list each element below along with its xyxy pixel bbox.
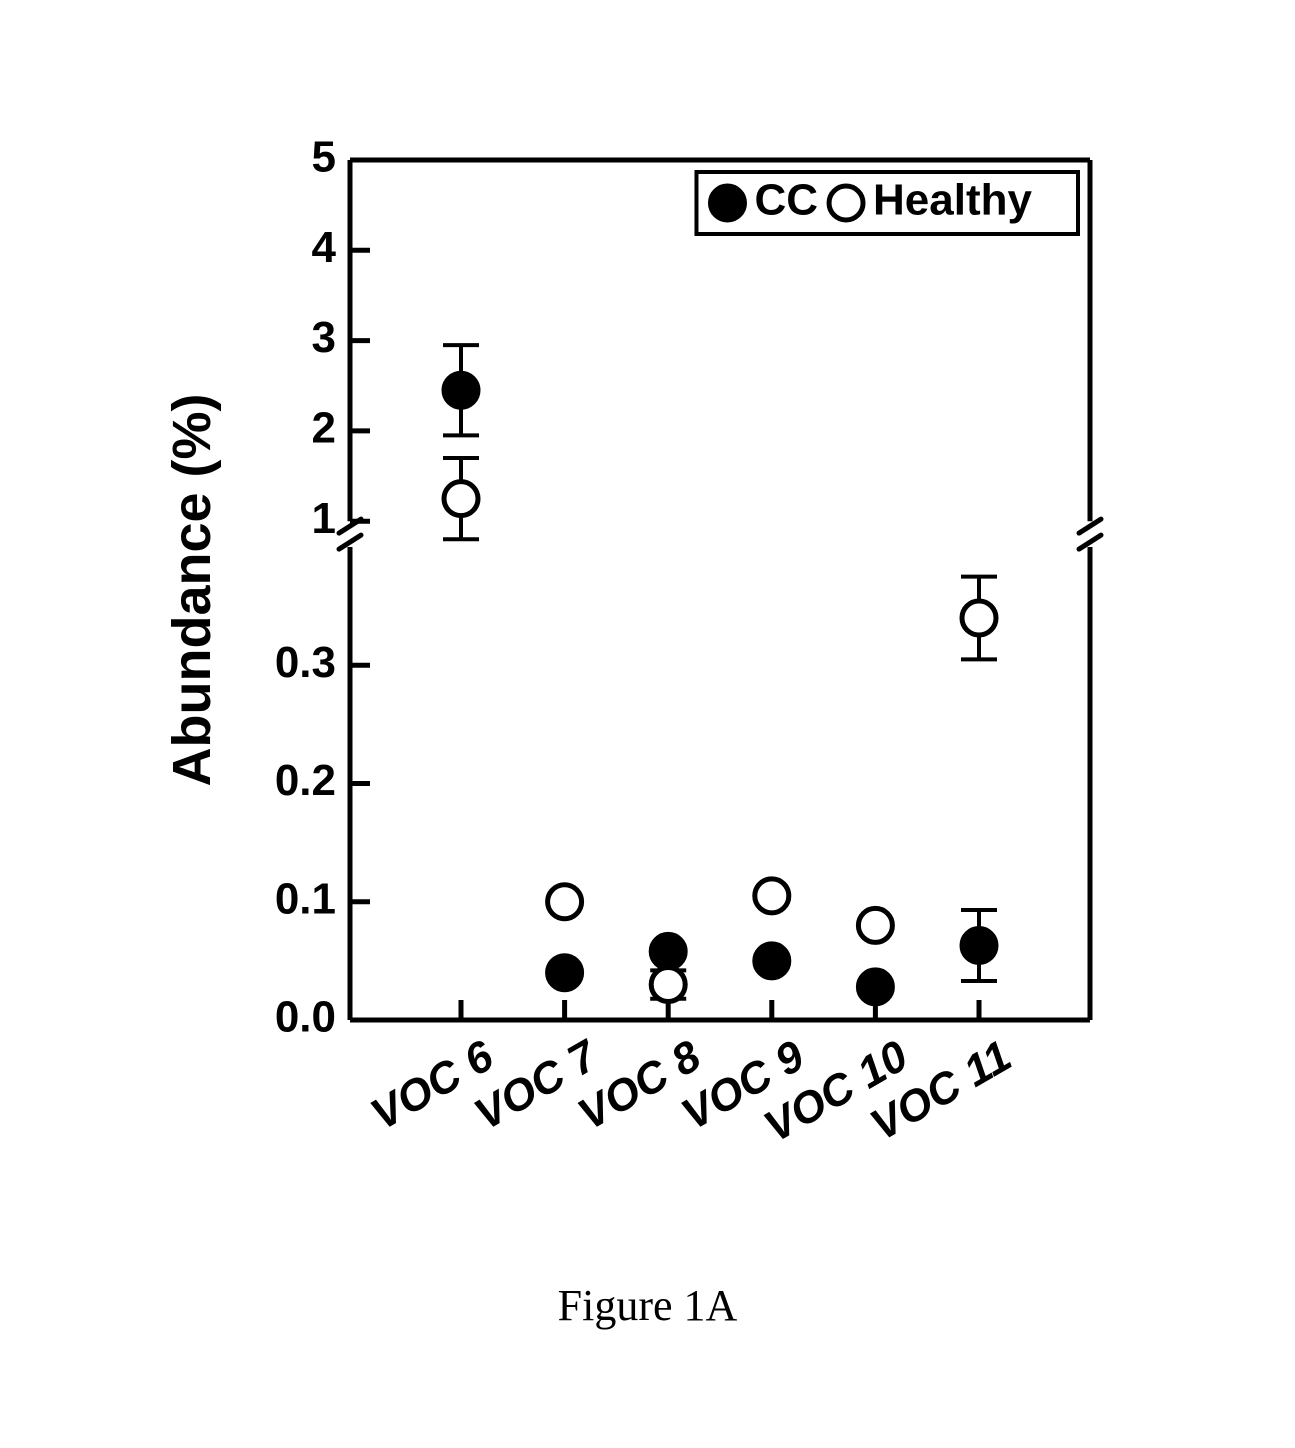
svg-text:0.3: 0.3 [275, 638, 336, 687]
svg-text:4: 4 [312, 223, 337, 272]
svg-text:1: 1 [312, 494, 336, 543]
data-point [755, 944, 789, 978]
svg-text:0.1: 0.1 [275, 874, 336, 923]
data-point [858, 970, 892, 1004]
data-point [651, 934, 685, 968]
y-axis-label: Abundance (%) [162, 393, 222, 786]
data-point [444, 373, 478, 407]
data-point [962, 601, 996, 635]
page: 0.00.10.20.312345Abundance (%)VOC 6VOC 7… [0, 0, 1295, 1448]
chart-container: 0.00.10.20.312345Abundance (%)VOC 6VOC 7… [150, 130, 1130, 1185]
svg-text:3: 3 [312, 313, 336, 362]
data-point [858, 908, 892, 942]
figure-caption: Figure 1A [0, 1280, 1295, 1331]
svg-text:CC: CC [754, 176, 818, 225]
svg-text:Healthy: Healthy [873, 176, 1032, 225]
data-point [548, 885, 582, 919]
svg-text:2: 2 [312, 404, 336, 453]
svg-text:5: 5 [312, 133, 336, 182]
data-point [755, 879, 789, 913]
data-point [651, 968, 685, 1002]
data-point [548, 956, 582, 990]
abundance-chart: 0.00.10.20.312345Abundance (%)VOC 6VOC 7… [150, 130, 1130, 1180]
data-point [962, 929, 996, 963]
svg-text:0.2: 0.2 [275, 756, 336, 805]
data-point [444, 482, 478, 516]
svg-text:0.0: 0.0 [275, 993, 336, 1042]
